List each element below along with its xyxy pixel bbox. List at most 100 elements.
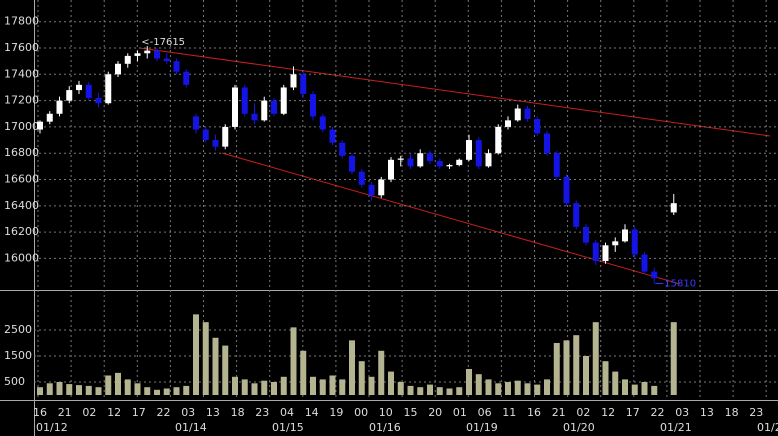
x-tick-label: 13: [206, 406, 220, 419]
candle-body: [544, 133, 550, 154]
candle-body: [563, 176, 570, 204]
x-tick-label: 10: [379, 406, 393, 419]
candle-body: [105, 74, 112, 104]
volume-bar: [193, 314, 199, 395]
x-tick-label: 18: [231, 406, 245, 419]
volume-bar: [670, 322, 677, 395]
candle-body: [85, 84, 92, 98]
candle-body: [300, 74, 307, 95]
candle-body: [66, 90, 73, 101]
candle-body: [173, 61, 180, 72]
candle-body: [290, 74, 297, 88]
volume-bar: [339, 379, 346, 395]
volume-bar: [427, 384, 433, 395]
candle-body: [524, 108, 531, 120]
x-tick-label: 11: [502, 406, 516, 419]
candle-body: [251, 113, 258, 121]
candle-body: [134, 53, 141, 56]
volume-bar: [183, 385, 190, 395]
candle-body: [427, 153, 433, 162]
candle-body: [183, 71, 190, 85]
volume-bar: [485, 379, 492, 395]
x-tick-label: 16: [33, 406, 47, 419]
candle-body: [602, 245, 609, 262]
volume-bar: [466, 368, 472, 395]
trend-line: [221, 152, 681, 285]
candle-body: [407, 158, 414, 167]
candle-body: [319, 116, 326, 130]
volume-bar: [222, 345, 229, 395]
candle-body: [202, 129, 209, 141]
candle-body: [583, 226, 589, 243]
volume-bar: [241, 379, 248, 395]
y-tick-label: 17000: [4, 120, 39, 133]
candle-body: [417, 153, 424, 167]
x-tick-label: 00: [354, 406, 368, 419]
volume-bar: [212, 337, 219, 395]
volume-bar: [271, 381, 277, 395]
candle-body: [397, 158, 404, 160]
volume-bar: [329, 375, 336, 395]
x-tick-label: 04: [280, 406, 294, 419]
volume-bar: [115, 372, 121, 395]
candle-body: [670, 203, 677, 213]
candle-body: [154, 50, 160, 59]
volume-bar: [310, 376, 316, 395]
candle-body: [622, 229, 628, 242]
volume-bar: [641, 381, 648, 395]
volume-bar: [622, 379, 628, 395]
volume-bar: [388, 371, 394, 395]
candle-body: [514, 108, 521, 121]
volume-bar: [173, 387, 180, 395]
candle-body: [475, 140, 482, 167]
volume-bar: [514, 380, 521, 395]
volume-bar: [436, 387, 443, 395]
candle-body: [505, 120, 511, 127]
candle-body: [553, 153, 560, 177]
x-tick-label: 14: [305, 406, 319, 419]
candle-body: [222, 126, 229, 147]
candle-body: [641, 254, 648, 272]
candle-body: [631, 229, 638, 255]
date-label: 01/14: [175, 421, 207, 434]
candle-body: [339, 142, 346, 156]
candle-body: [310, 94, 316, 117]
volume-bar: [573, 335, 580, 395]
candle-body: [163, 58, 170, 62]
volume-bar: [446, 388, 453, 395]
volume-bar: [631, 384, 638, 395]
date-label: 01/19: [466, 421, 498, 434]
volume-bar: [290, 327, 297, 395]
x-tick-label: 13: [700, 406, 714, 419]
x-tick-label: 23: [255, 406, 269, 419]
volume-bar: [524, 383, 531, 395]
volume-bar: [154, 389, 160, 395]
candle-body: [329, 129, 336, 143]
volume-bar: [397, 381, 404, 395]
y-tick-label: 16400: [4, 199, 39, 212]
x-tick-label: 06: [478, 406, 492, 419]
candle-body: [534, 119, 541, 134]
candle-body: [466, 140, 472, 160]
volume-bar: [95, 387, 102, 395]
volume-bar: [56, 381, 63, 395]
volume-bar: [300, 350, 307, 395]
volume-bar: [358, 361, 365, 395]
candle-body: [95, 97, 102, 104]
x-tick-label: 16: [527, 406, 541, 419]
candle-body: [573, 203, 580, 227]
volume-bar: [505, 381, 511, 395]
x-tick-label: 03: [181, 406, 195, 419]
volume-bar: [105, 375, 112, 395]
x-tick-label: 22: [651, 406, 665, 419]
volume-bar: [456, 387, 463, 395]
volume-bar: [378, 350, 385, 395]
candle-body: [612, 241, 619, 246]
date-label: 01/12: [36, 421, 68, 434]
candle-body: [261, 100, 268, 121]
y-tick-label: 17600: [4, 41, 39, 54]
y-tick-label: 500: [4, 375, 25, 388]
volume-bar: [163, 388, 170, 395]
volume-bar: [280, 376, 287, 395]
